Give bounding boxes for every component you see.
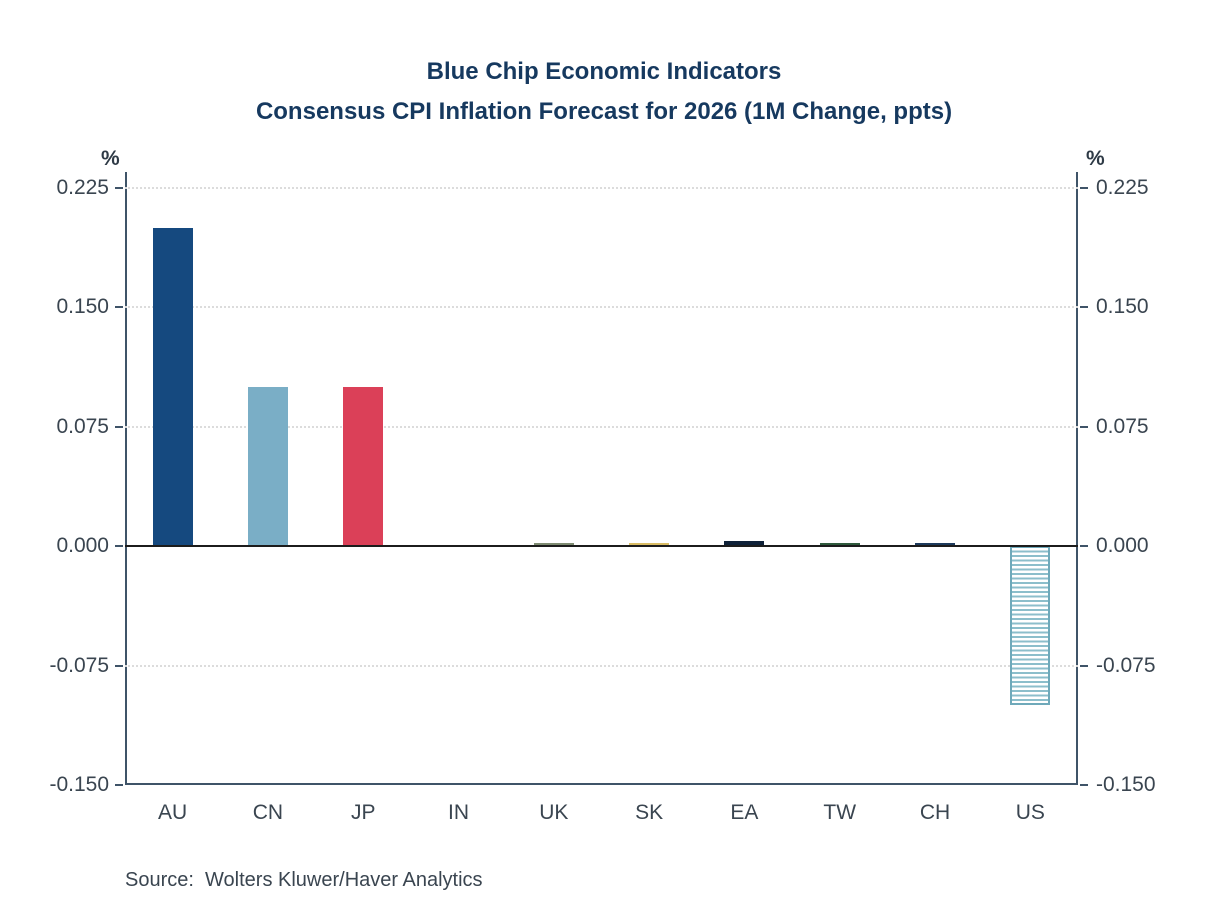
bar-sk	[629, 543, 670, 547]
plot-area: 0.225 0.225 0.150 0.150 0.075 0.075 0.000 0.000…	[49, 172, 1156, 824]
axis-tick-right	[1080, 306, 1088, 309]
chart-title-line2: Consensus CPI Inflation Forecast for 202…	[255, 98, 953, 125]
bar-ea	[724, 541, 765, 547]
y-tick-label-left: 0.150	[56, 295, 109, 319]
x-category-label-jp: JP	[350, 801, 376, 824]
axis-tick-left	[115, 784, 123, 786]
bar-uk	[533, 543, 574, 547]
y-tick-label-right: 0.075	[1096, 414, 1149, 438]
y-tick-label-right: -0.075	[1096, 653, 1156, 677]
gridline	[125, 187, 1078, 189]
x-category-label-us: US	[1015, 801, 1045, 824]
x-category-label-in: IN	[448, 801, 470, 824]
axis-tick-left	[115, 306, 123, 309]
y-tick-label-left: 0.225	[56, 176, 109, 199]
axis-tick-left	[115, 187, 123, 189]
axis-tick-right	[1080, 664, 1088, 667]
axis-tick-right	[1080, 545, 1088, 548]
bar-cn	[247, 387, 288, 547]
x-category-label-cn: CN	[252, 801, 284, 824]
bar-tw	[819, 543, 860, 547]
y-tick-label-left: 0.075	[56, 414, 109, 438]
axis-tick-right	[1080, 425, 1088, 428]
bar-ch	[915, 543, 956, 547]
axis-tick-right	[1080, 784, 1088, 786]
x-category-label-ea: EA	[730, 801, 759, 824]
y-tick-label-right: 0.000	[1096, 534, 1149, 558]
x-category-label-tw: TW	[823, 801, 857, 824]
chart-title-line1: Blue Chip Economic Indicators	[426, 58, 782, 85]
y-axis-unit-left: %	[101, 147, 120, 170]
y-tick-label-left: -0.075	[49, 653, 109, 677]
x-category-label-sk: SK	[635, 801, 664, 824]
gridline	[125, 306, 1078, 309]
bar-jp	[343, 387, 384, 547]
gridline	[125, 664, 1078, 667]
axis-tick-left	[115, 545, 123, 548]
axis-tick-left	[115, 664, 123, 667]
y-tick-label-left: -0.150	[49, 773, 109, 796]
axis-tick-right	[1080, 187, 1088, 189]
y-tick-label-right: -0.150	[1096, 773, 1156, 796]
zero-line	[125, 545, 1078, 548]
bar-au	[152, 227, 193, 547]
y-tick-label-right: 0.225	[1096, 176, 1149, 199]
y-tick-label-left: 0.000	[56, 534, 109, 558]
bar-us	[1010, 546, 1051, 706]
x-category-label-ch: CH	[919, 801, 951, 824]
x-category-label-au: AU	[158, 801, 188, 824]
x-category-label-uk: UK	[539, 801, 569, 824]
axis-tick-left	[115, 425, 123, 428]
gridline	[125, 425, 1078, 428]
source-text: Source: Wolters Kluwer/Haver Analytics	[125, 869, 483, 891]
y-axis-unit-right: %	[1086, 147, 1105, 170]
y-tick-label-right: 0.150	[1096, 295, 1149, 319]
